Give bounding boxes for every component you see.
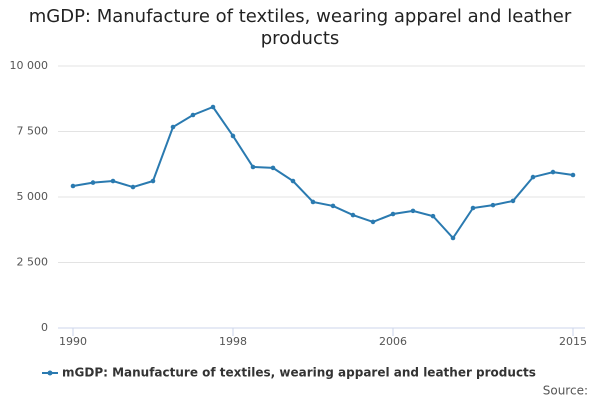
data-point (270, 165, 276, 171)
data-point (170, 124, 176, 130)
data-point (370, 219, 376, 225)
data-point (130, 184, 136, 190)
data-point (90, 180, 96, 185)
y-tick-label: 7 500 (17, 125, 49, 138)
data-point (330, 203, 336, 209)
y-tick-label: 2 500 (17, 256, 49, 269)
y-tick-label: 10 000 (10, 59, 49, 72)
data-point (390, 211, 396, 217)
x-tick-label: 2015 (559, 335, 587, 348)
data-point (430, 213, 436, 219)
data-point (190, 112, 196, 118)
data-point (310, 199, 316, 205)
data-point (290, 178, 296, 184)
data-point (410, 208, 416, 214)
data-point (150, 178, 156, 184)
x-tick-label: 1998 (219, 335, 247, 348)
x-tick-label: 2006 (379, 335, 407, 348)
x-tick-label: 1990 (59, 335, 87, 348)
legend-label: mGDP: Manufacture of textiles, wearing a… (62, 366, 536, 380)
data-point (510, 198, 516, 204)
data-point (110, 178, 116, 184)
data-point (210, 104, 216, 110)
data-point (250, 164, 256, 170)
data-point (530, 174, 536, 180)
data-point (470, 205, 476, 211)
series-line (72, 105, 574, 240)
data-point (70, 183, 76, 189)
data-point (230, 133, 236, 139)
chart-title: mGDP: Manufacture of textiles, wearing a… (28, 6, 572, 49)
y-tick-label: 0 (41, 321, 48, 334)
source: Source: (543, 384, 588, 398)
data-point (490, 202, 496, 208)
y-tick-label: 5 000 (17, 190, 49, 203)
data-point (450, 235, 456, 241)
data-point (570, 172, 576, 178)
legend-marker (47, 370, 53, 376)
data-point (350, 212, 356, 218)
data-point (550, 169, 556, 175)
